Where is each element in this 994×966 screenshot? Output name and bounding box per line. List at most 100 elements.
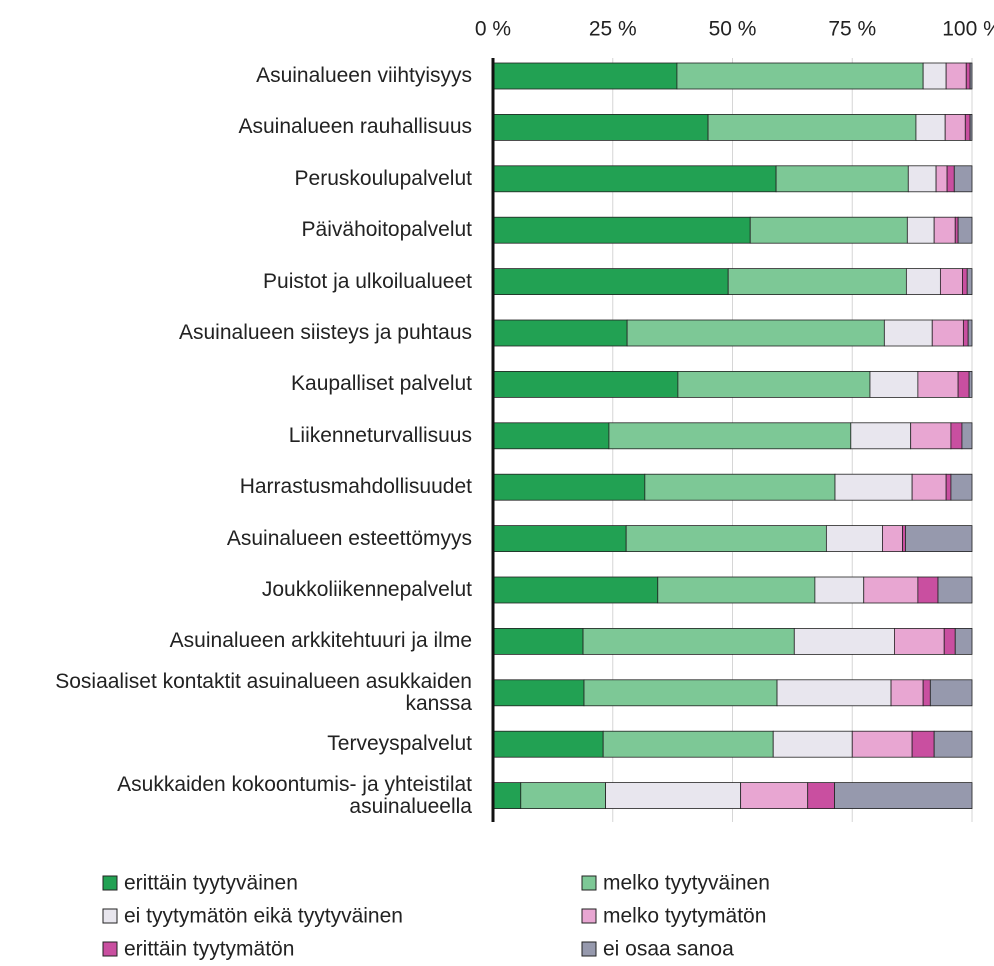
bar-segment bbox=[911, 730, 935, 758]
category-label: Asuinalueen arkkitehtuuri ja ilme bbox=[169, 629, 472, 653]
bar-segment bbox=[492, 422, 610, 450]
bar-segment bbox=[906, 216, 935, 244]
bar-segment bbox=[727, 268, 907, 296]
bar-segment bbox=[967, 319, 973, 347]
category-label: Puistot ja ulkoilualueet bbox=[263, 269, 472, 293]
bar-segment bbox=[793, 628, 895, 655]
category-label: Asuinalueen esteettömyys bbox=[226, 526, 472, 550]
bar-segment bbox=[492, 525, 627, 552]
bar-segment bbox=[962, 319, 969, 347]
x-tick-label: 100 % bbox=[942, 18, 994, 41]
bar-segment bbox=[492, 576, 659, 604]
category-label: Kaupalliset palvelut bbox=[291, 372, 472, 396]
bar-segment bbox=[965, 62, 971, 90]
bar-segment bbox=[492, 628, 584, 655]
bar-segment bbox=[935, 165, 948, 193]
bar-segment bbox=[937, 576, 973, 604]
bar-segment bbox=[492, 165, 777, 193]
bar-segment bbox=[933, 730, 973, 758]
category-label: Asukkaiden kokoontumis- ja yhteistilat a… bbox=[117, 772, 472, 818]
legend-label: ei osaa sanoa bbox=[603, 938, 734, 961]
bar-segment bbox=[890, 679, 924, 707]
x-tick-label: 75 % bbox=[828, 18, 876, 41]
bar-segment bbox=[772, 730, 853, 758]
bar-segment bbox=[939, 268, 963, 296]
bar-segment bbox=[677, 370, 871, 398]
legend-label: erittäin tyytymätön bbox=[124, 938, 294, 961]
bar-segment bbox=[905, 268, 941, 296]
category-label: Liikenneturvallisuus bbox=[288, 423, 472, 447]
bar-segment bbox=[907, 165, 937, 193]
bar-segment bbox=[492, 62, 678, 90]
bar-segment bbox=[749, 216, 908, 244]
legend-swatch bbox=[102, 941, 118, 957]
bar-segment bbox=[602, 730, 774, 758]
bar-segment bbox=[625, 525, 827, 552]
x-tick-label: 25 % bbox=[589, 18, 637, 41]
bar-segment bbox=[945, 473, 952, 501]
bar-segment bbox=[946, 165, 955, 193]
bar-segment bbox=[492, 730, 604, 758]
bar-segment bbox=[657, 576, 816, 604]
bar-segment bbox=[944, 114, 966, 141]
bar-segment bbox=[492, 679, 585, 707]
bar-segment bbox=[968, 370, 973, 398]
bar-segment bbox=[869, 370, 919, 398]
bar-segment bbox=[966, 268, 973, 296]
bar-segment bbox=[740, 782, 809, 809]
legend-swatch bbox=[102, 875, 118, 891]
bar-segment bbox=[492, 216, 751, 244]
bar-segment bbox=[929, 679, 973, 707]
legend-swatch bbox=[102, 908, 118, 924]
bar-segment bbox=[520, 782, 606, 809]
bar-segment bbox=[933, 216, 956, 244]
bar-segment bbox=[608, 422, 852, 450]
bar-segment bbox=[905, 525, 973, 552]
legend-label: melko tyytymätön bbox=[603, 905, 766, 928]
bar-segment bbox=[605, 782, 742, 809]
bar-segment bbox=[894, 628, 945, 655]
bar-segment bbox=[954, 628, 973, 655]
category-label: Asuinalueen viihtyisyys bbox=[256, 64, 472, 87]
bar-segment bbox=[492, 370, 679, 398]
bar-segment bbox=[582, 628, 795, 655]
bar-segment bbox=[775, 165, 909, 193]
bar-segment bbox=[776, 679, 892, 707]
bar-segment bbox=[492, 114, 709, 141]
category-label: Päivähoitopalvelut bbox=[301, 218, 472, 242]
bar-segment bbox=[834, 473, 913, 501]
bar-segment bbox=[834, 782, 973, 809]
bar-segment bbox=[882, 525, 903, 552]
bar-segment bbox=[964, 114, 971, 141]
bar-segment bbox=[922, 679, 931, 707]
bar-segment bbox=[953, 165, 973, 193]
bar-segment bbox=[644, 473, 836, 501]
x-tick-label: 0 % bbox=[475, 18, 511, 41]
legend-swatch bbox=[581, 875, 597, 891]
bar-segment bbox=[910, 422, 952, 450]
bar-segment bbox=[814, 576, 865, 604]
bar-segment bbox=[957, 370, 970, 398]
bar-segment bbox=[922, 62, 947, 90]
x-tick-label: 50 % bbox=[709, 18, 757, 41]
bar-segment bbox=[954, 216, 959, 244]
bar-segment bbox=[945, 62, 967, 90]
bar-segment bbox=[851, 730, 913, 758]
category-label: Harrastusmahdollisuudet bbox=[239, 475, 472, 499]
bar-segment bbox=[883, 319, 933, 347]
bar-segment bbox=[917, 576, 939, 604]
category-label: Peruskoulupalvelut bbox=[294, 166, 472, 190]
bar-segment bbox=[492, 268, 729, 296]
category-label: Joukkoliikennepalvelut bbox=[261, 578, 472, 601]
category-label: Terveyspalvelut bbox=[327, 732, 472, 756]
bar-segment bbox=[492, 782, 522, 809]
bar-segment bbox=[825, 525, 883, 552]
bar-segment bbox=[969, 114, 973, 141]
legend-swatch bbox=[581, 908, 597, 924]
bar-segment bbox=[863, 576, 919, 604]
bar-segment bbox=[911, 473, 947, 501]
bar-segment bbox=[492, 473, 646, 501]
bar-segment bbox=[961, 422, 973, 450]
bar-segment bbox=[957, 216, 973, 244]
